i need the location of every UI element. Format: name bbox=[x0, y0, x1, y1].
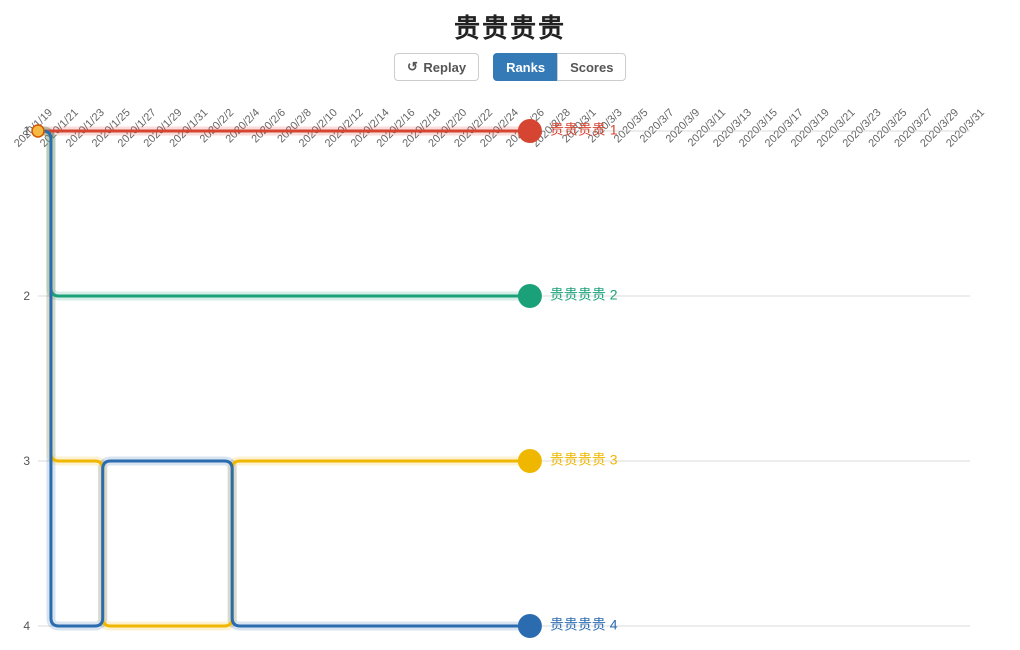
toolbar: ↻ Replay Ranks Scores bbox=[0, 53, 1020, 81]
replay-button[interactable]: ↻ Replay bbox=[394, 53, 480, 81]
svg-text:3: 3 bbox=[23, 454, 30, 468]
series-marker[interactable] bbox=[518, 119, 542, 143]
series-label: 贵贵贵贵 4 bbox=[550, 617, 618, 633]
series-marker[interactable] bbox=[518, 449, 542, 473]
origin-marker bbox=[32, 125, 44, 137]
series-label: 贵贵贵贵 2 bbox=[550, 287, 618, 303]
series-line bbox=[38, 131, 530, 626]
chart-title: 贵贵贵贵 bbox=[0, 8, 1020, 45]
replay-icon: ↻ bbox=[407, 59, 418, 75]
ranks-label: Ranks bbox=[506, 60, 545, 75]
ranks-toggle[interactable]: Ranks bbox=[493, 53, 557, 81]
series-marker[interactable] bbox=[518, 284, 542, 308]
svg-text:1: 1 bbox=[23, 124, 30, 138]
svg-text:2: 2 bbox=[23, 289, 30, 303]
scores-label: Scores bbox=[570, 60, 613, 75]
series-label: 贵贵贵贵 1 bbox=[550, 122, 618, 138]
rank-chart-svg: 2020/1/192020/1/212020/1/232020/1/252020… bbox=[0, 81, 1020, 641]
svg-text:4: 4 bbox=[23, 619, 30, 633]
series-glow bbox=[38, 131, 530, 626]
series-label: 贵贵贵贵 3 bbox=[550, 452, 618, 468]
series-line bbox=[38, 131, 530, 296]
series-glow bbox=[38, 131, 530, 296]
replay-label: Replay bbox=[423, 60, 466, 75]
series-marker[interactable] bbox=[518, 614, 542, 638]
scores-toggle[interactable]: Scores bbox=[557, 53, 626, 81]
series-glow bbox=[38, 131, 530, 626]
rank-chart: 2020/1/192020/1/212020/1/232020/1/252020… bbox=[0, 81, 1020, 641]
series-line bbox=[38, 131, 530, 626]
